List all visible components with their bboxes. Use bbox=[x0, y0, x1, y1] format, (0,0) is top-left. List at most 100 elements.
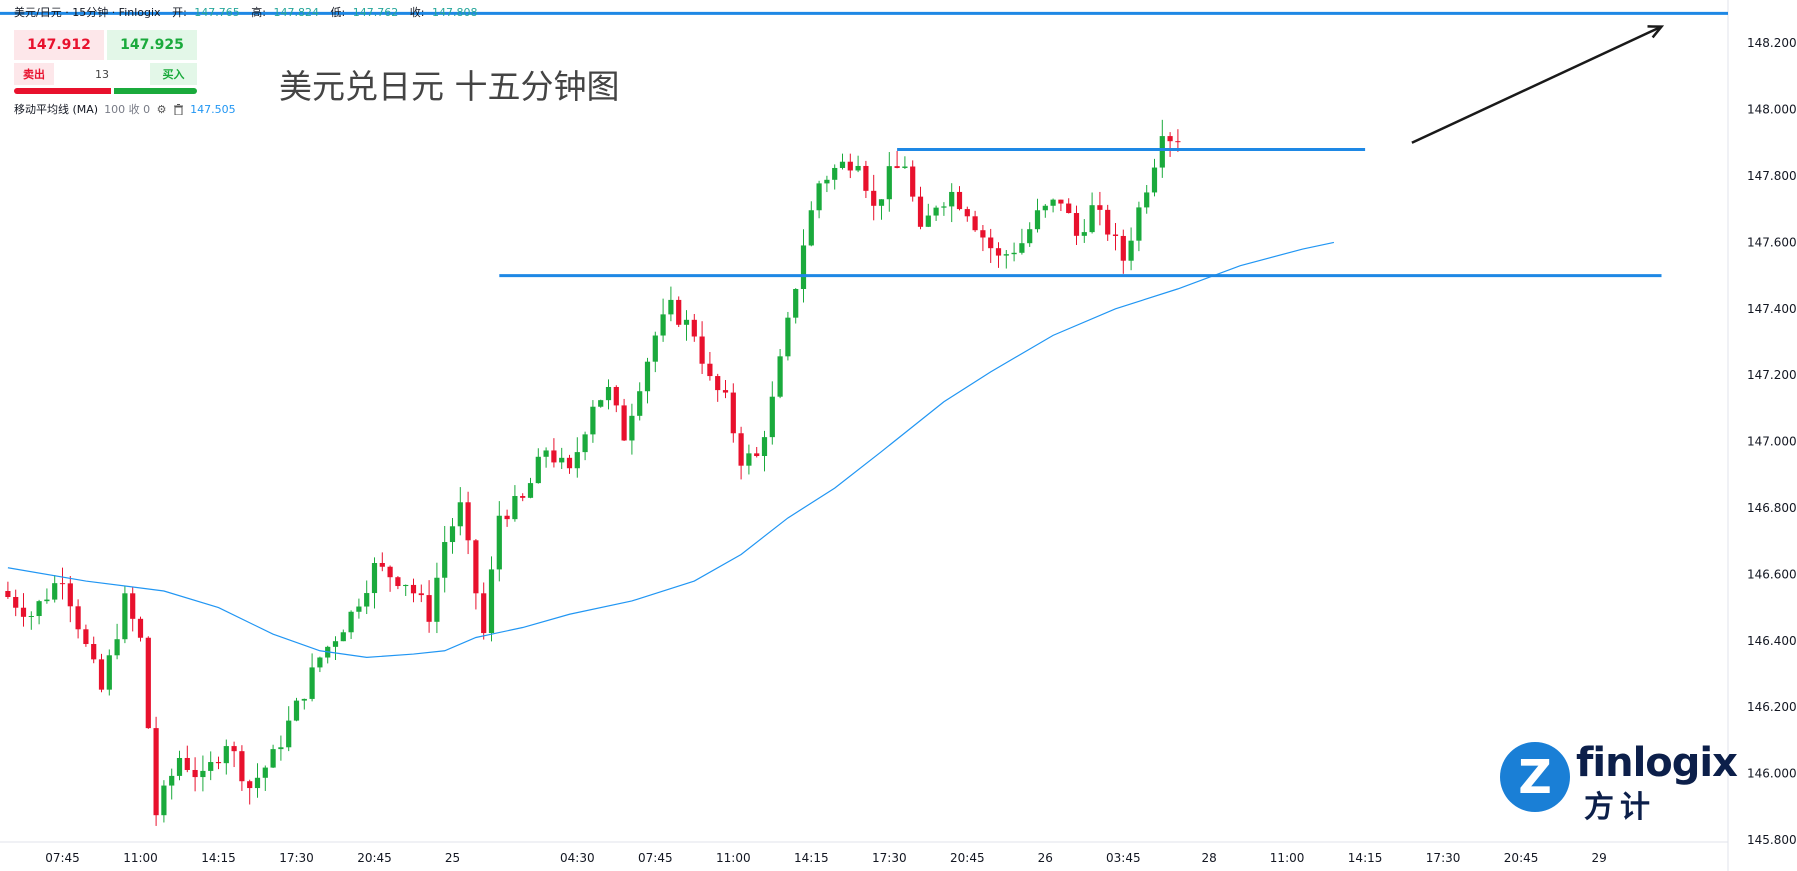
finlogix-logo: Z finlogix 方计 bbox=[1500, 740, 1738, 825]
y-tick-label: 146.400 bbox=[1747, 634, 1797, 648]
x-tick-label: 17:30 bbox=[279, 851, 314, 865]
logo-text-en: finlogix bbox=[1576, 740, 1738, 786]
candle-body bbox=[1011, 252, 1017, 255]
candle-body bbox=[122, 593, 128, 640]
candle-body bbox=[886, 166, 892, 200]
symbol-label: 美元/日元 · 15分钟 · Finlogix bbox=[14, 6, 161, 19]
candle-body bbox=[808, 210, 814, 246]
candle-body bbox=[1019, 243, 1025, 253]
candle-body bbox=[340, 632, 346, 642]
open-value: 147.765 bbox=[194, 6, 240, 19]
candle-body bbox=[481, 593, 487, 634]
candle-body bbox=[59, 583, 66, 585]
y-tick-label: 146.800 bbox=[1747, 501, 1797, 515]
x-tick-label: 20:45 bbox=[1504, 851, 1539, 865]
candle-body bbox=[769, 396, 775, 438]
candle-body bbox=[356, 606, 362, 612]
indicator-value: 147.505 bbox=[190, 102, 236, 116]
candle-body bbox=[1058, 199, 1064, 204]
candle-body bbox=[52, 583, 58, 600]
candle-body bbox=[1136, 207, 1142, 241]
candle-body bbox=[28, 616, 34, 618]
candle-body bbox=[1073, 213, 1080, 236]
x-tick-label: 26 bbox=[1038, 851, 1053, 865]
candle-body bbox=[426, 595, 432, 622]
candle-body bbox=[1175, 141, 1181, 143]
candle-body bbox=[527, 483, 534, 498]
candle-body bbox=[161, 785, 167, 816]
candle-body bbox=[434, 577, 440, 622]
y-tick-label: 147.800 bbox=[1747, 169, 1797, 183]
trade-panel: 147.912 147.925 卖出 13 买入 bbox=[14, 30, 197, 94]
candle-body bbox=[917, 196, 924, 227]
candle-body bbox=[793, 289, 799, 318]
buy-ratio-bar bbox=[114, 88, 197, 94]
candle-body bbox=[1105, 209, 1111, 235]
candle-body bbox=[223, 746, 229, 764]
candle-body bbox=[590, 406, 596, 435]
logo-text-zh: 方计 bbox=[1584, 790, 1656, 825]
x-tick-label: 11:00 bbox=[123, 851, 158, 865]
candle-body bbox=[605, 386, 612, 401]
candle-body bbox=[676, 299, 682, 325]
buy-button[interactable]: 买入 bbox=[150, 63, 197, 85]
candle-body bbox=[403, 584, 409, 587]
candle-body bbox=[964, 209, 970, 217]
x-tick-label: 25 bbox=[445, 851, 460, 865]
candle-body bbox=[130, 593, 136, 619]
candle-body bbox=[629, 415, 635, 441]
candle-body bbox=[800, 245, 807, 290]
candle-body bbox=[956, 191, 963, 210]
candle-body bbox=[754, 453, 760, 457]
trash-icon[interactable] bbox=[173, 103, 184, 115]
chart-header: 美元/日元 · 15分钟 · Finlogix 开: 147.765 高: 14… bbox=[14, 4, 477, 20]
candle-body bbox=[457, 502, 463, 527]
candle-body bbox=[98, 659, 105, 690]
candle-body bbox=[184, 757, 190, 770]
candle-body bbox=[13, 597, 19, 608]
candle-body bbox=[824, 179, 830, 184]
sell-button[interactable]: 卖出 bbox=[14, 63, 54, 85]
x-tick-label: 14:15 bbox=[794, 851, 829, 865]
buy-price-button[interactable]: 147.925 bbox=[107, 30, 197, 60]
candle-body bbox=[36, 601, 42, 617]
candle-body bbox=[301, 698, 307, 701]
candle-body bbox=[925, 215, 931, 227]
candle-body bbox=[332, 641, 339, 647]
candle-body bbox=[1050, 199, 1056, 206]
x-tick-label: 28 bbox=[1201, 851, 1216, 865]
candle-body bbox=[520, 496, 526, 498]
candle-body bbox=[660, 314, 666, 336]
x-tick-label: 11:00 bbox=[1270, 851, 1305, 865]
candle-body bbox=[371, 563, 378, 594]
candle-body bbox=[20, 607, 27, 617]
candle-body bbox=[488, 569, 495, 634]
candle-body bbox=[566, 457, 573, 469]
candle-body bbox=[1112, 234, 1119, 236]
indicator-params: 100 收 0 bbox=[104, 103, 151, 116]
sell-price-button[interactable]: 147.912 bbox=[14, 30, 104, 60]
indicator-name: 移动平均线 (MA) bbox=[14, 103, 99, 116]
candle-body bbox=[910, 166, 916, 197]
candle-body bbox=[169, 775, 175, 786]
candle-body bbox=[699, 336, 705, 364]
open-label: 开: bbox=[172, 6, 187, 19]
candle-body bbox=[270, 749, 276, 768]
x-tick-label: 11:00 bbox=[716, 851, 751, 865]
candle-body bbox=[988, 237, 994, 249]
candle-body bbox=[715, 376, 721, 391]
y-tick-label: 147.600 bbox=[1747, 235, 1797, 249]
candle-body bbox=[504, 515, 510, 520]
candle-body bbox=[348, 611, 354, 633]
candle-body bbox=[598, 400, 604, 407]
candle-body bbox=[652, 335, 658, 362]
candle-body bbox=[44, 599, 50, 602]
candle-body bbox=[83, 629, 89, 645]
candle-body bbox=[1097, 205, 1103, 210]
x-tick-label: 07:45 bbox=[638, 851, 673, 865]
candle-body bbox=[746, 453, 752, 466]
quantity-input[interactable]: 13 bbox=[56, 63, 148, 85]
gear-icon[interactable]: ⚙ bbox=[156, 102, 167, 116]
candle-body bbox=[137, 618, 144, 638]
